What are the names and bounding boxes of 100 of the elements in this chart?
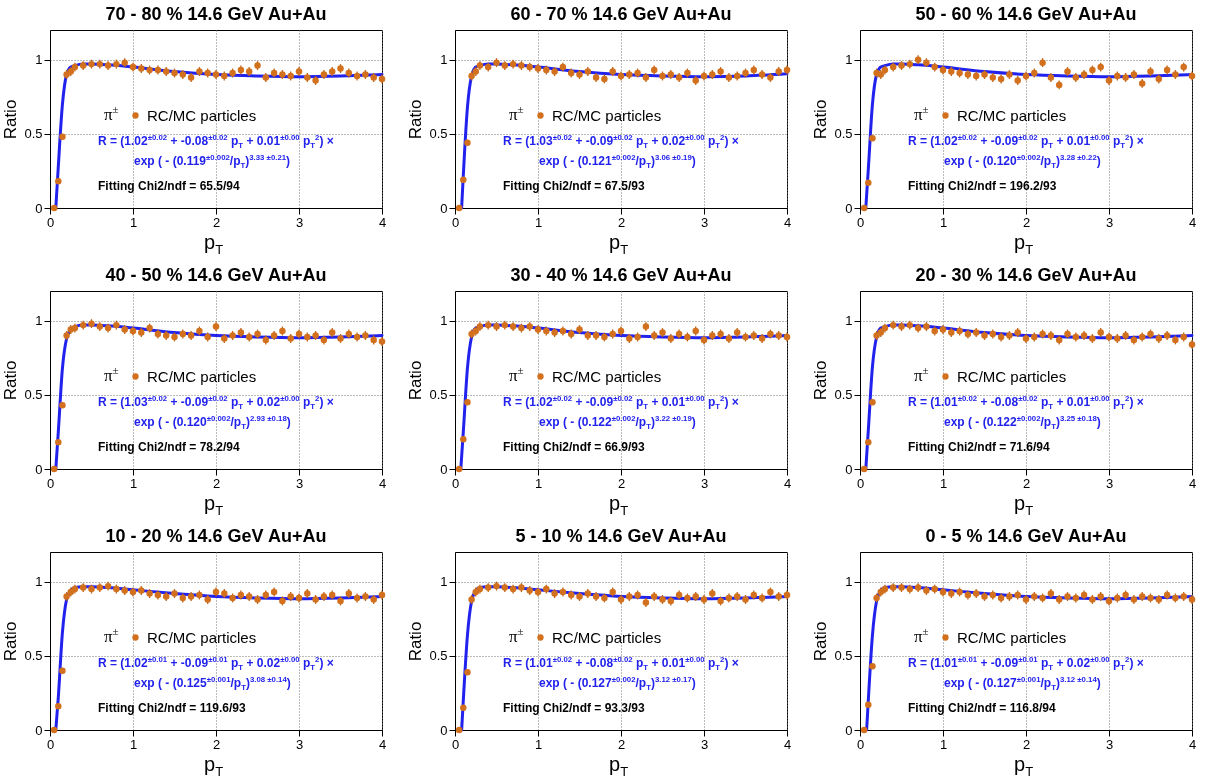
y-tick-label: 0.5 [429,126,448,142]
y-tick-label: 0.5 [429,648,448,664]
x-tick-label: 4 [378,475,387,491]
x-tick-label: 0 [451,214,460,230]
x-tick-label: 1 [939,736,948,752]
x-axis-title: p$_{T}$ [204,753,224,779]
x-axis-title: p$_{T}$ [1014,231,1034,257]
point [464,399,471,406]
x-tick-label: 3 [1105,214,1114,230]
legend-title: π$^{±}$ [509,625,524,646]
point [865,439,872,446]
annotation: exp ( - (0.119$^{±0.002}$/p$_{T}$)$^{3.33 ±0.21}$) [134,153,291,171]
text: R = (1.01$^{±0.02}$ + -0.08$^{±0.02}$ p$_{T}$ + 0.01$^{±0.00}$ p$_{T}$$^{2}$) × [503,655,739,673]
x-tick-label: 2 [212,736,221,752]
y-axis-title: Ratio [811,360,831,401]
x-tick-label: 4 [783,736,792,752]
x-tick-label: 1 [939,475,948,491]
point [869,662,876,670]
y-tick-label: 0 [35,461,43,477]
x-tick-label: 4 [378,214,387,230]
annotation: Fitting Chi2/ndf = 116.8/94 [908,701,1056,715]
x-tick-label: 3 [700,214,709,230]
legend-title: π$^{±}$ [509,364,524,385]
annotation: Fitting Chi2/ndf = 119.6/93 [98,701,246,715]
x-tick-label: 1 [129,475,138,491]
y-axis-title: Ratio [1,360,21,401]
x-axis-title: p$_{T}$ [609,492,629,518]
y-tick-label: 0 [35,200,43,216]
annotation: Fitting Chi2/ndf = 66.9/93 [503,440,645,454]
y-tick-label: 1 [35,52,43,68]
chart-title: 40 - 50 % 14.6 GeV Au+Au [105,265,327,285]
legend-title: π$^{±}$ [104,103,119,124]
x-tick-label: 0 [856,736,865,752]
y-tick-label: 1 [440,574,448,590]
x-tick-label: 4 [783,214,792,230]
x-tick-label: 2 [1022,214,1031,230]
x-tick-label: 3 [1105,475,1114,491]
y-tick-label: 1 [35,313,43,329]
point [464,668,471,676]
y-tick-label: 0.5 [24,387,43,403]
text: R = (1.03$^{±0.02}$ + -0.09$^{±0.02}$ p$_{T}$ + 0.02$^{±0.00}$ p$_{T}$$^{2}$) × [98,394,334,412]
chart-title: 70 - 80 % 14.6 GeV Au+Au [105,4,327,24]
chart-title: 5 - 10 % 14.6 GeV Au+Au [515,526,727,546]
y-tick-label: 0.5 [429,387,448,403]
y-tick-label: 0.5 [834,648,853,664]
y-tick-label: 0 [440,461,448,477]
chart-title: 20 - 30 % 14.6 GeV Au+Au [915,265,1137,285]
x-tick-label: 0 [451,475,460,491]
x-tick-label: 2 [212,214,221,230]
y-tick-label: 0.5 [24,648,43,664]
point [460,704,467,711]
y-tick-label: 0 [35,722,43,738]
x-tick-label: 2 [212,475,221,491]
x-tick-label: 0 [451,736,460,752]
x-axis-title: p$_{T}$ [609,231,629,257]
x-tick-label: 0 [856,214,865,230]
y-tick-label: 1 [845,574,853,590]
x-tick-label: 1 [939,214,948,230]
x-axis-title: p$_{T}$ [204,492,224,518]
point [59,133,66,141]
legend-label: RC/MC particles [147,106,257,124]
legend-title: π$^{±}$ [509,103,524,124]
x-axis-title: p$_{T}$ [1014,753,1034,779]
legend-label: RC/MC particles [552,367,662,385]
x-tick-label: 3 [700,475,709,491]
text: R = (1.01$^{±0.01}$ + -0.09$^{±0.01}$ p$_{T}$ + 0.02$^{±0.00}$ p$_{T}$$^{2}$) × [908,655,1144,673]
point [55,439,62,446]
annotation: Fitting Chi2/ndf = 67.5/93 [503,179,645,193]
x-tick-label: 3 [700,736,709,752]
point [869,399,876,406]
y-axis-title: Ratio [406,99,426,140]
text: R = (1.03$^{±0.02}$ + -0.09$^{±0.02}$ p$_{T}$ + 0.02$^{±0.00}$ p$_{T}$$^{2}$) × [503,133,739,151]
y-axis-title: Ratio [811,99,831,140]
x-tick-label: 1 [534,214,543,230]
x-tick-label: 3 [1105,736,1114,752]
point [460,436,467,443]
legend-title: π$^{±}$ [914,103,929,124]
point [865,701,872,709]
legend-title: π$^{±}$ [914,364,929,385]
point [55,178,62,185]
text: R = (1.01$^{±0.02}$ + -0.08$^{±0.02}$ p$_{T}$ + 0.01$^{±0.00}$ p$_{T}$$^{2}$) × [908,394,1144,412]
legend-label: RC/MC particles [147,367,257,385]
x-tick-label: 4 [1188,214,1197,230]
y-tick-label: 1 [440,52,448,68]
x-tick-label: 0 [46,736,55,752]
y-axis-title: Ratio [406,360,426,401]
legend-label: RC/MC particles [552,106,662,124]
y-tick-label: 0.5 [834,387,853,403]
point [59,401,66,409]
legend-label: RC/MC particles [147,628,257,646]
y-tick-label: 1 [440,313,448,329]
annotation: exp ( - (0.120$^{±0.002}$/p$_{T}$)$^{2.93 ±0.18}$) [134,414,291,432]
text: R = (1.02$^{±0.01}$ + -0.09$^{±0.01}$ p$_{T}$ + 0.02$^{±0.00}$ p$_{T}$$^{2}$) × [98,655,334,673]
x-tick-label: 2 [617,214,626,230]
annotation: Fitting Chi2/ndf = 71.6/94 [908,440,1050,454]
text: R = (1.02$^{±0.02}$ + -0.09$^{±0.02}$ p$_{T}$ + 0.01$^{±0.00}$ p$_{T}$$^{2}$) × [908,133,1144,151]
x-tick-label: 2 [1022,736,1031,752]
x-tick-label: 3 [295,736,304,752]
x-axis-title: p$_{T}$ [204,231,224,257]
annotation: exp ( - (0.121$^{±0.002}$/p$_{T}$)$^{3.06 ±0.19}$) [539,153,696,171]
